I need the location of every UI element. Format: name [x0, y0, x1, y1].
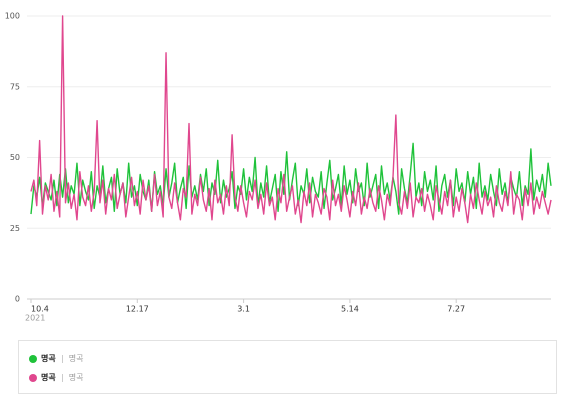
y-tick-label: 25: [10, 224, 20, 233]
x-tick-label: 5.14: [341, 305, 359, 314]
y-tick-label: 75: [10, 82, 20, 91]
chart: 0 25 50 75 100 10.4 12.17 3.1 5.14 7.27 2021: [5, 12, 552, 323]
y-tick-label: 100: [5, 12, 20, 21]
x-tick-label: 12.17: [126, 305, 149, 314]
legend-item[interactable]: 명곡 명곡: [29, 372, 83, 383]
x-tick-label: 3.1: [237, 305, 250, 314]
legend: 명곡 명곡 명곡 명곡: [18, 340, 557, 394]
separator: [61, 354, 63, 363]
year-label: 2021: [25, 314, 45, 323]
separator: [61, 373, 63, 382]
y-tick-label: 0: [15, 295, 20, 304]
x-tick-label: 10.4: [31, 305, 49, 314]
legend-sublabel: 명곡: [68, 354, 84, 363]
legend-swatch: [29, 373, 37, 382]
legend-swatch: [29, 354, 37, 363]
legend-label: 명곡: [41, 373, 56, 382]
line-series: [30, 15, 552, 224]
y-tick-label: 50: [10, 153, 20, 162]
legend-item[interactable]: 명곡 명곡: [29, 353, 83, 364]
legend-sublabel: 명곡: [68, 373, 84, 382]
x-tick-label: 7.27: [447, 305, 465, 314]
legend-label: 명곡: [41, 354, 56, 363]
